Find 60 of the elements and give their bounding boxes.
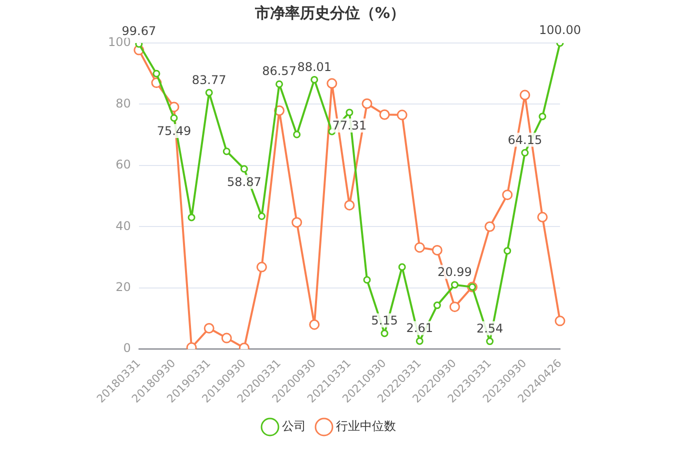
point [486,338,494,346]
point [502,190,513,200]
data-label: 58.87 [227,175,262,190]
point [152,70,160,78]
point [380,330,388,338]
y-tick-label: 80 [116,96,131,110]
data-label: 83.77 [192,72,226,87]
point [293,130,301,138]
point [432,244,442,256]
data-label: 5.15 [371,313,398,328]
point [221,332,232,344]
point [504,247,512,255]
point [170,114,178,122]
point [258,212,266,220]
data-label: 64.15 [508,132,542,147]
point [309,319,320,330]
point [363,276,371,284]
data-label: 88.01 [297,60,332,74]
data-label: 99.67 [122,24,156,38]
legend-label: 行业中位数 [336,419,396,434]
point [414,242,425,253]
point [292,217,302,228]
data-label: 20.99 [438,264,472,279]
point [450,281,458,289]
chart-title: 市净率历史分位（%） [254,4,406,22]
y-tick-label: 60 [116,158,131,172]
y-tick-label: 20 [116,280,131,294]
point [204,323,214,334]
point [484,221,496,232]
point [520,90,530,100]
data-label: 2.54 [476,321,504,336]
point [276,80,284,88]
point [362,98,372,109]
data-label: 86.57 [262,64,296,78]
point [326,78,338,89]
legend-label: 公司 [282,419,306,434]
point [433,302,441,310]
point [346,108,354,116]
data-label: 100.00 [539,23,581,38]
point [521,148,529,156]
point [449,302,460,312]
data-label: 75.49 [156,124,192,138]
point [188,214,196,222]
point [310,76,318,84]
point [379,109,390,120]
point [538,112,546,120]
y-tick-label: 0 [123,341,131,356]
point [398,263,406,271]
point [537,212,548,222]
data-label: 77.31 [332,118,367,133]
point [205,88,213,96]
data-label: 2.61 [406,321,433,336]
point [416,337,424,345]
point [222,148,230,156]
point [396,110,408,120]
point [554,316,566,326]
point [344,200,355,210]
y-tick-label: 40 [116,218,131,233]
point [240,165,248,173]
point [256,262,267,272]
